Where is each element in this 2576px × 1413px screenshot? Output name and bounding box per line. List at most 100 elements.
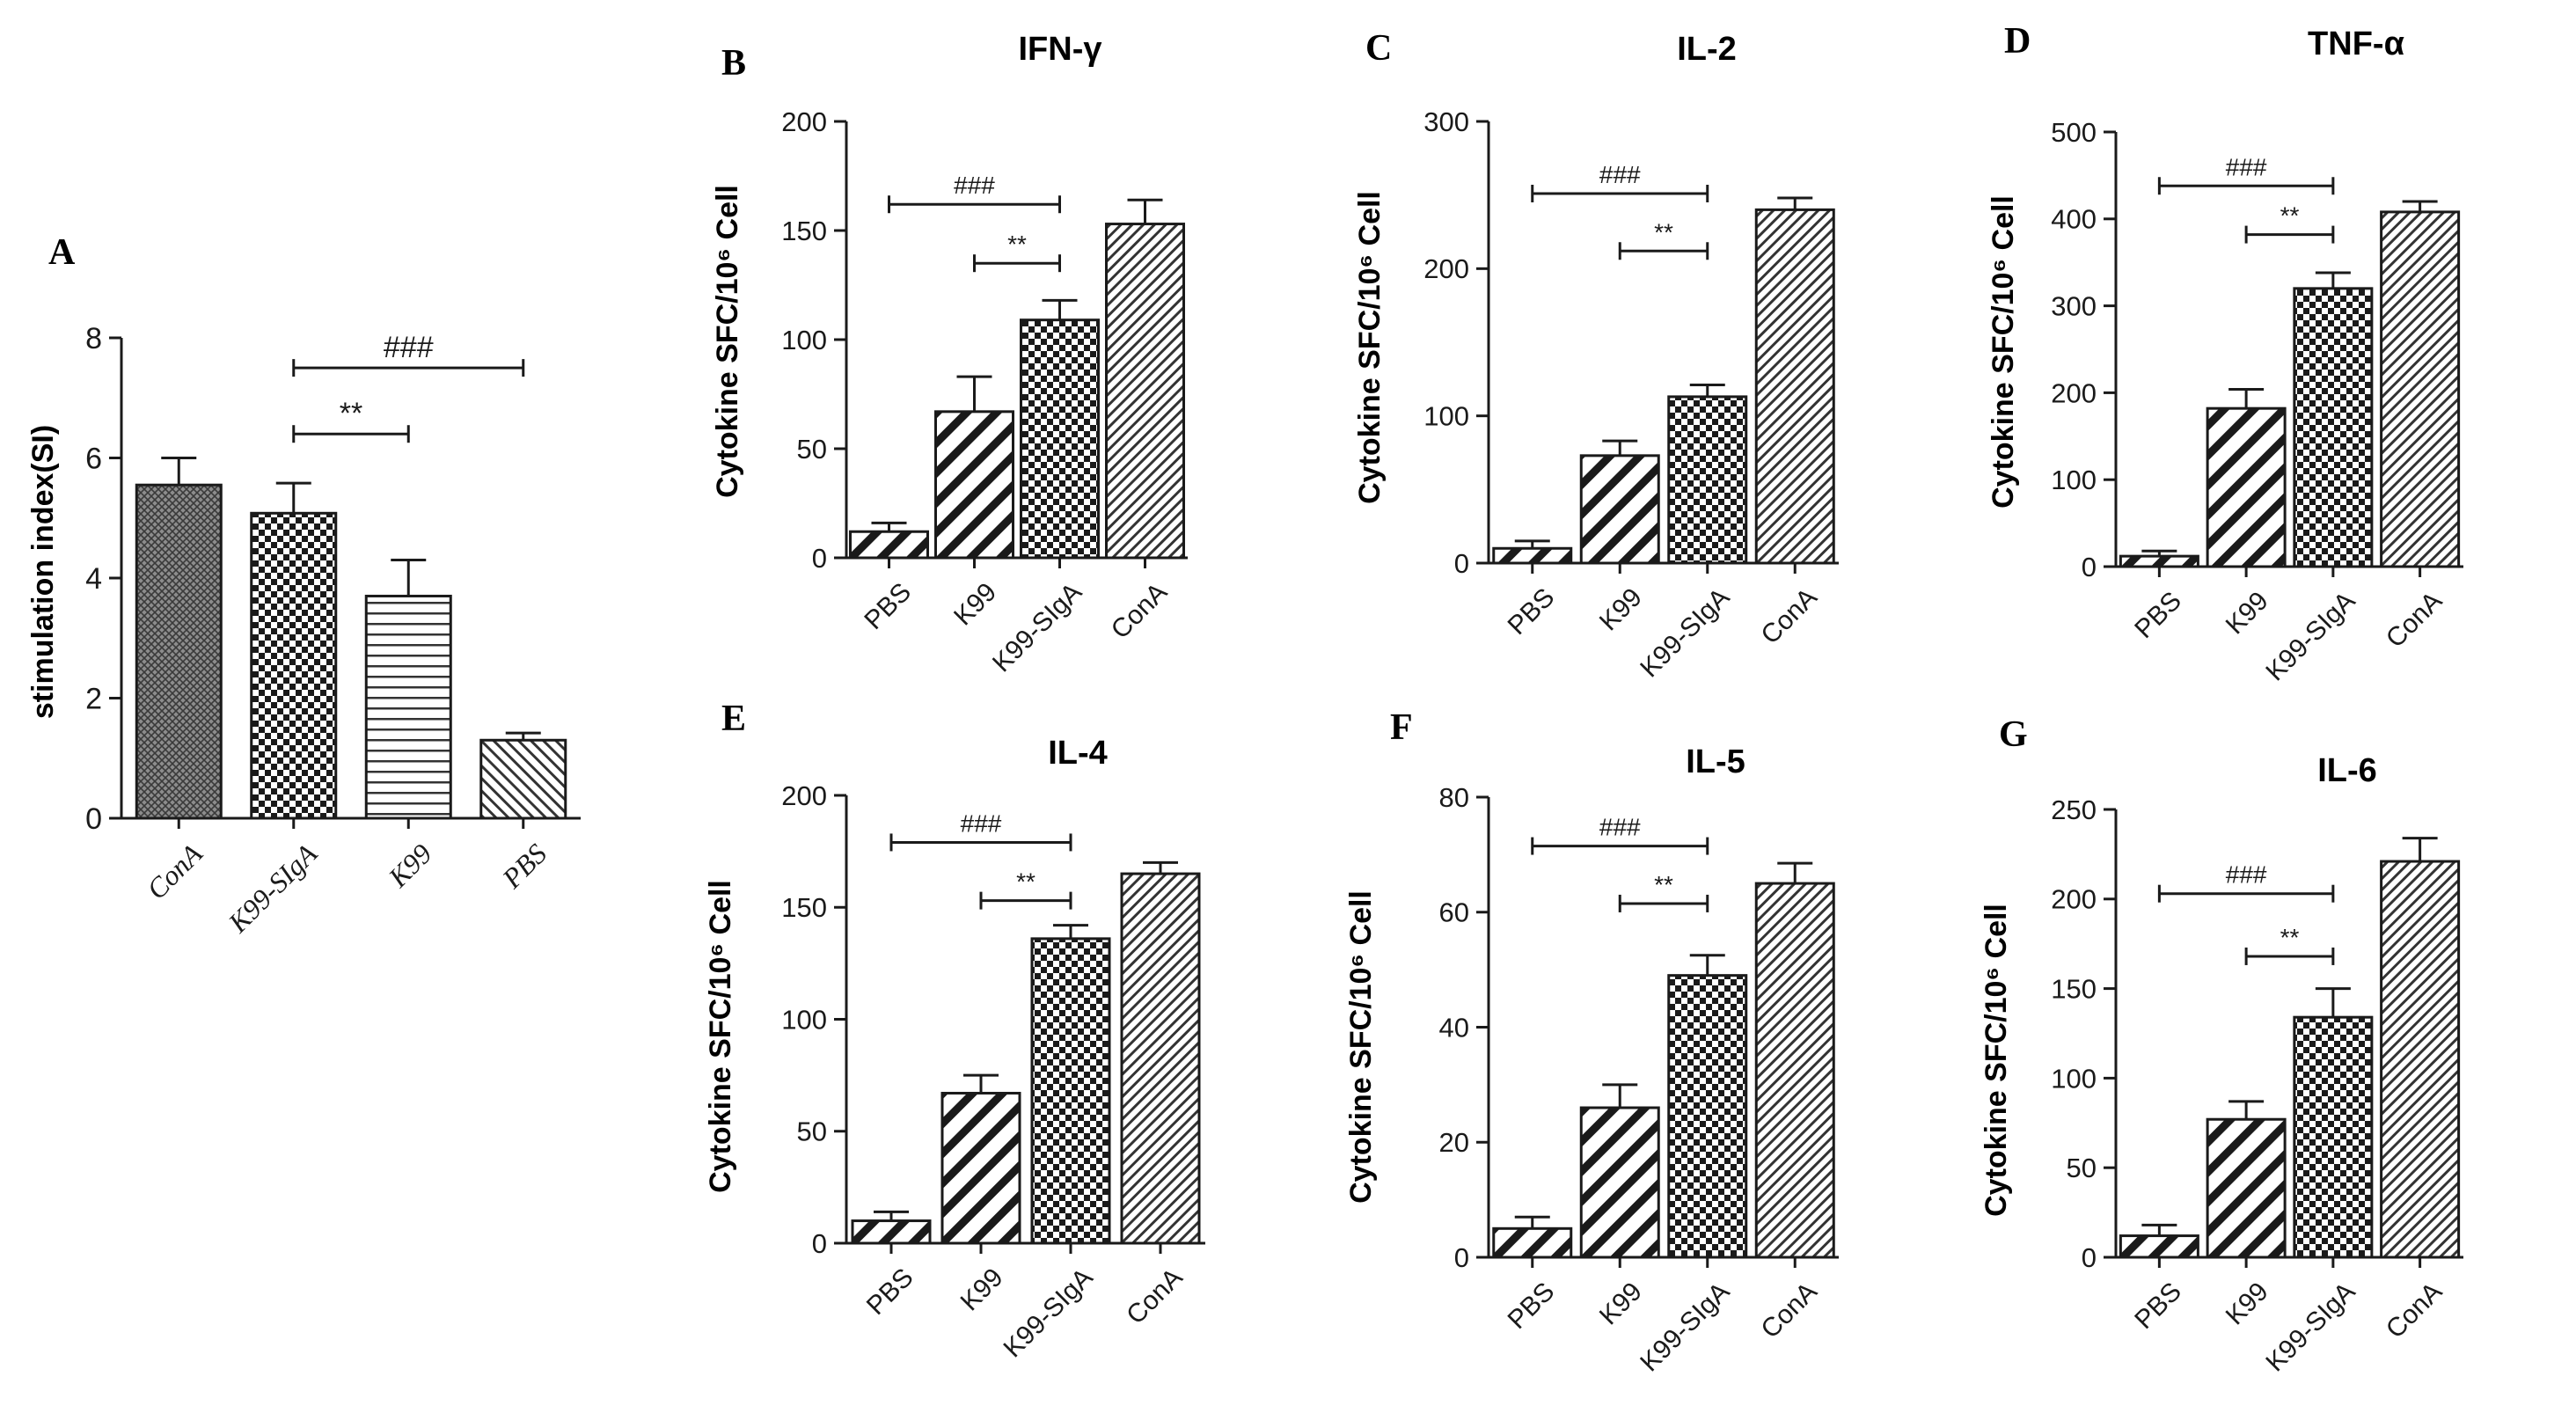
panel-g-bar	[2293, 1015, 2374, 1259]
panel-letter-b: B	[721, 43, 746, 84]
panel-c: C IL-2 Cytokine SFC/10⁶ Cell 0 100 200 300 P…	[1353, 28, 1839, 683]
panel-e-bar	[1120, 872, 1201, 1245]
panel-a-ytick-label: 4	[85, 562, 102, 596]
panel-d-ytick-label: 300	[2051, 290, 2097, 321]
panel-a-ylabel: stimulation index(SI)	[26, 425, 60, 719]
panel-e-ytick-label: 150	[781, 892, 827, 923]
panel-c-title: IL-2	[1677, 31, 1737, 68]
panel-b-category-label: PBS	[859, 577, 917, 635]
panel-g-category-label: ConA	[2381, 1277, 2448, 1343]
panel-e-bar	[940, 1091, 1021, 1245]
panel-a-bar	[479, 738, 567, 820]
panel-d-sig-label: **	[2280, 202, 2300, 230]
panel-e-sig-label: ###	[961, 809, 1002, 837]
panel-letter-d: D	[2004, 21, 2031, 62]
panel-e-category-label: K99-SIgA	[999, 1263, 1099, 1363]
panel-g-sig-label: **	[2280, 924, 2300, 951]
panel-d-bar	[2293, 287, 2374, 568]
panel-letter-e: E	[721, 699, 746, 739]
panel-f-ylabel: Cytokine SFC/10⁶ Cell	[1344, 890, 1378, 1204]
panel-d-ytick-label: 500	[2051, 117, 2097, 148]
panel-b-bar	[849, 530, 929, 560]
panel-b-ytick-label: 0	[812, 543, 827, 574]
panel-c-sig-label: ###	[1599, 161, 1641, 188]
panel-g-sig-label: ###	[2226, 861, 2267, 889]
panel-c-bar	[1754, 208, 1835, 565]
panel-e-sig-label: **	[1016, 868, 1036, 896]
panel-a-ytick-label: 6	[85, 442, 102, 475]
panel-b: B IFN-γ Cytokine SFC/10⁶ Cell 0 50 100 150 2…	[711, 31, 1188, 677]
panel-c-bar	[1579, 454, 1660, 565]
panel-a-category-label: K99-SIgA	[222, 838, 324, 940]
panel-f-ytick-label: 60	[1439, 897, 1469, 928]
panel-c-category-label: K99-SIgA	[1635, 582, 1735, 683]
panel-f-category-label: ConA	[1756, 1277, 1823, 1343]
panel-b-ytick-label: 100	[781, 325, 827, 355]
panel-a-ytick-label: 8	[85, 322, 102, 355]
panel-e-category-label: K99	[955, 1263, 1009, 1316]
panel-b-ytick-label: 200	[781, 106, 827, 137]
panel-b-title: IFN-γ	[1019, 31, 1102, 68]
panel-c-bar	[1492, 546, 1573, 565]
panel-b-ytick-label: 50	[797, 434, 827, 465]
panel-b-category-label: ConA	[1106, 577, 1173, 644]
panel-e: E IL-4 Cytokine SFC/10⁶ Cell 0 50 100 150 20…	[704, 699, 1205, 1363]
panel-a-category-label: K99	[382, 838, 438, 894]
panel-b-category-label: K99	[948, 577, 1002, 631]
panel-b-ylabel: Cytokine SFC/10⁶ Cell	[711, 185, 744, 498]
panel-a-bar	[250, 511, 338, 820]
panel-d-category-label: K99	[2221, 586, 2274, 640]
panel-c-ytick-label: 100	[1423, 401, 1469, 432]
panel-e-bar	[1030, 937, 1111, 1245]
panel-e-ytick-label: 200	[781, 780, 827, 811]
panel-a-ytick-label: 0	[85, 802, 102, 836]
panel-a-category-label: PBS	[495, 838, 553, 895]
panel-g-bar	[2119, 1234, 2199, 1259]
panel-letter-c: C	[1365, 28, 1392, 69]
panel-b-bar	[1020, 318, 1100, 560]
panel-g-ytick-label: 100	[2051, 1063, 2097, 1094]
panel-g-ytick-label: 150	[2051, 973, 2097, 1004]
panel-d-title: TNF-α	[2308, 26, 2404, 62]
panel-a-sig-label: **	[340, 397, 362, 430]
panel-letter-a: A	[48, 232, 76, 273]
panel-c-ytick-label: 0	[1454, 548, 1469, 579]
panel-letter-g: G	[1999, 714, 2028, 755]
panel-g-ylabel: Cytokine SFC/10⁶ Cell	[1980, 904, 2013, 1217]
panel-e-category-label: ConA	[1121, 1263, 1188, 1329]
panel-a-bar	[364, 594, 452, 820]
panel-c-ylabel: Cytokine SFC/10⁶ Cell	[1353, 191, 1387, 504]
panel-f-category-label: PBS	[1503, 1277, 1561, 1335]
panel-g-bar	[2206, 1117, 2287, 1259]
panel-d-bar	[2380, 210, 2461, 568]
panel-g-title: IL-6	[2317, 752, 2377, 789]
panel-d-bar	[2206, 406, 2287, 568]
panel-g-ytick-label: 200	[2051, 884, 2097, 915]
panel-e-bar	[851, 1219, 932, 1245]
panel-d-sig-label: ###	[2226, 153, 2267, 180]
panel-f-bar	[1754, 882, 1835, 1259]
panel-d-category-label: ConA	[2381, 586, 2448, 653]
panel-c-ytick-label: 300	[1423, 106, 1469, 137]
panel-c-bar	[1667, 395, 1748, 565]
panel-b-bar	[1105, 223, 1185, 560]
panel-b-ytick-label: 150	[781, 216, 827, 246]
panel-f-category-label: K99-SIgA	[1635, 1277, 1735, 1377]
panel-g-ytick-label: 0	[2082, 1242, 2097, 1273]
panel-a: A stimulation index(SI) 0 2 4 6 8 ConA K99-SIg…	[26, 232, 581, 939]
panel-f-sig-label: **	[1654, 871, 1673, 898]
panel-e-ytick-label: 0	[812, 1228, 827, 1259]
panel-e-title: IL-4	[1048, 735, 1108, 772]
panel-g-category-label: PBS	[2129, 1277, 2187, 1335]
panel-b-category-label: K99-SIgA	[987, 577, 1087, 677]
panel-c-category-label: PBS	[1503, 582, 1561, 641]
panel-d: D TNF-α Cytokine SFC/10⁶ Cell 0 100 200 300…	[1987, 21, 2463, 686]
panel-e-ytick-label: 50	[797, 1116, 827, 1147]
panel-d-ylabel: Cytokine SFC/10⁶ Cell	[1987, 195, 2020, 509]
